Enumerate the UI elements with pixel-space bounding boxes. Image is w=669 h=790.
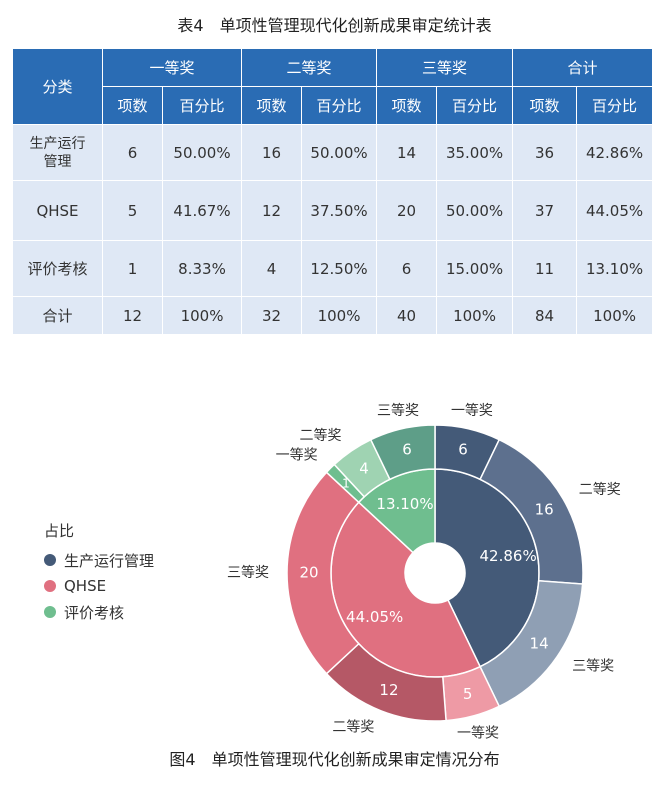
table-cell: 1	[102, 240, 163, 297]
table-cell: 14	[376, 124, 438, 181]
table-cell: 50.00%	[161, 124, 243, 181]
legend-item: QHSE	[44, 573, 154, 599]
header-group-total: 合计	[512, 48, 654, 87]
table-cell: 41.67%	[161, 180, 243, 241]
table-cell: 15.00%	[436, 240, 514, 297]
table-cell: 12	[241, 180, 303, 241]
table-cell: 100%	[301, 296, 378, 335]
legend-item: 生产运行管理	[44, 547, 154, 573]
table-cell: 100%	[436, 296, 514, 335]
table-cell: 40	[376, 296, 438, 335]
header-count: 项数	[102, 86, 163, 125]
table-row: QHSE 5 41.67% 12 37.50% 20 50.00% 37 44.…	[12, 180, 654, 241]
table-cell: 6	[376, 240, 438, 297]
table-cell: 12.50%	[301, 240, 378, 297]
outer-slice	[369, 424, 436, 481]
legend-item: 评价考核	[44, 599, 154, 625]
outer-slice-value: 16	[535, 501, 554, 519]
outer-slice-category: 一等奖	[451, 402, 493, 419]
stats-table: 分类 一等奖 二等奖 三等奖 合计 项数 百分比 项数 百分比 项数 百分比 项…	[12, 48, 654, 335]
row-category: 合计	[12, 296, 103, 335]
table-cell: 8.33%	[161, 240, 243, 297]
outer-slice-category: 一等奖	[276, 447, 318, 464]
legend-dot	[44, 606, 56, 618]
outer-slice-category: 二等奖	[299, 427, 341, 444]
table-cell: 36	[512, 124, 578, 181]
table-row-total: 合计 12 100% 32 100% 40 100% 84 100%	[12, 296, 654, 335]
row-category: 生产运行管理	[12, 124, 103, 181]
table-cell: 4	[241, 240, 303, 297]
table-cell: 42.86%	[576, 124, 654, 181]
header-group-3: 三等奖	[376, 48, 514, 87]
outer-slice-category: 三等奖	[227, 564, 269, 581]
outer-slice-category: 三等奖	[572, 658, 614, 675]
outer-slice-value: 4	[359, 459, 369, 477]
legend-label: 评价考核	[64, 603, 125, 622]
table-cell: 20	[376, 180, 438, 241]
outer-slice-category: 二等奖	[579, 481, 621, 498]
table-row: 生产运行管理 6 50.00% 16 50.00% 14 35.00% 36 4…	[12, 124, 654, 181]
table-cell: 84	[512, 296, 578, 335]
outer-slice-value: 1	[342, 476, 350, 490]
header-corner: 分类	[12, 48, 103, 125]
sunburst-chart: 42.86%44.05%13.10%6一等奖16二等奖14三等奖5一等奖12二等…	[227, 402, 621, 740]
legend-title: 占比	[44, 522, 75, 540]
table-cell: 100%	[161, 296, 243, 335]
row-category: QHSE	[12, 180, 103, 241]
table-cell: 5	[102, 180, 163, 241]
table-cell: 11	[512, 240, 578, 297]
row-category: 评价考核	[12, 240, 103, 297]
outer-slice-value: 6	[458, 441, 468, 459]
table-cell: 12	[102, 296, 163, 335]
header-percent: 百分比	[161, 86, 243, 125]
outer-slice-category: 一等奖	[457, 724, 499, 740]
header-group-2: 二等奖	[241, 48, 378, 87]
outer-slice-value: 20	[299, 564, 318, 582]
legend-label: 生产运行管理	[64, 551, 155, 570]
table-title: 表4 单项性管理现代化创新成果审定统计表	[177, 16, 492, 35]
outer-slice-category: 三等奖	[377, 402, 419, 419]
outer-slice-value: 12	[379, 681, 398, 699]
outer-slice-value: 6	[402, 441, 412, 459]
table-cell: 35.00%	[436, 124, 514, 181]
table-cell: 44.05%	[576, 180, 654, 241]
inner-slice-label: 13.10%	[376, 495, 433, 513]
table-cell: 37.50%	[301, 180, 378, 241]
outer-slice-category: 二等奖	[332, 719, 374, 736]
legend-dot	[44, 580, 56, 592]
header-count: 项数	[241, 86, 303, 125]
header-group-1: 一等奖	[101, 48, 243, 87]
table-cell: 6	[102, 124, 163, 181]
header-percent: 百分比	[576, 86, 654, 125]
table-cell: 13.10%	[576, 240, 654, 297]
chart-legend: 占比 生产运行管理 QHSE 评价考核	[44, 520, 154, 625]
outer-slice-value: 5	[463, 685, 473, 703]
outer-slice-value: 14	[530, 634, 549, 652]
header-percent: 百分比	[436, 86, 514, 125]
table-cell: 50.00%	[301, 124, 378, 181]
inner-slice-label: 42.86%	[480, 547, 537, 565]
figure-title: 图4 单项性管理现代化创新成果审定情况分布	[169, 750, 500, 769]
header-count: 项数	[512, 86, 578, 125]
table-cell: 32	[241, 296, 303, 335]
inner-slice-label: 44.05%	[346, 608, 403, 626]
legend-dot	[44, 554, 56, 566]
legend-label: QHSE	[64, 577, 107, 595]
table-cell: 50.00%	[436, 180, 514, 241]
header-count: 项数	[376, 86, 438, 125]
table-row: 评价考核 1 8.33% 4 12.50% 6 15.00% 11 13.10%	[12, 240, 654, 297]
header-percent: 百分比	[301, 86, 378, 125]
table-cell: 100%	[576, 296, 654, 335]
table-cell: 37	[512, 180, 578, 241]
table-cell: 16	[241, 124, 303, 181]
